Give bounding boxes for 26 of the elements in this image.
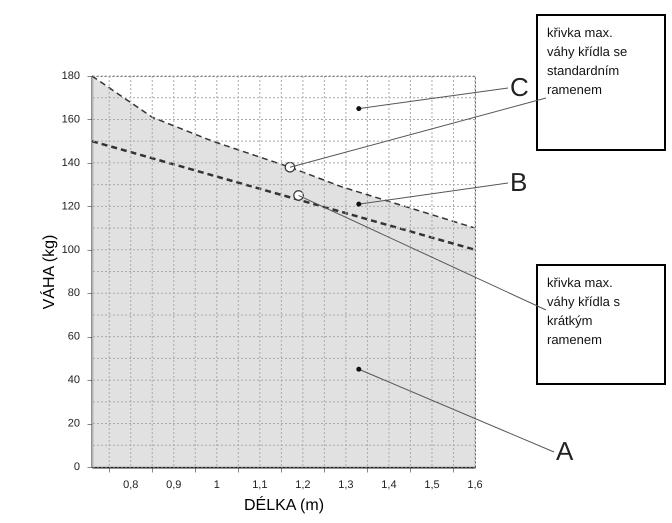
x-tick-label: 1,6	[467, 479, 483, 491]
y-tick-label: 100	[62, 244, 80, 256]
x-axis-title: DÉLKA (m)	[244, 496, 324, 514]
x-tick-label: 1,4	[381, 479, 397, 491]
x-tick-label: 1,1	[252, 479, 268, 491]
x-tick-label: 1,3	[338, 479, 354, 491]
annotation: B	[510, 167, 528, 197]
y-tick-label: 180	[62, 70, 80, 82]
x-tick-label: 1,2	[295, 479, 311, 491]
annotation: C	[510, 72, 529, 102]
y-tick-label: 60	[68, 330, 80, 343]
y-tick-label: 20	[68, 418, 80, 430]
x-tick-label: 1	[214, 479, 220, 491]
y-tick-label: 0	[74, 461, 80, 473]
annotation: křivka max. váhy křídla s krátkým ramenem	[547, 275, 620, 347]
y-axis-title: VÁHA (kg)	[40, 234, 58, 310]
x-tick-label: 0,8	[123, 479, 138, 491]
x-tick-label: 0,9	[166, 479, 182, 491]
x-tick-label: 1,5	[424, 479, 440, 491]
annotation: A	[556, 436, 574, 466]
y-tick-label: 160	[62, 113, 80, 126]
y-tick-label: 140	[62, 156, 80, 169]
annotation: křivka max. váhy křídla se standardním ramenem	[547, 25, 628, 97]
y-tick-label: 40	[68, 374, 80, 386]
y-tick-label: 80	[68, 287, 80, 300]
y-tick-label: 120	[62, 200, 80, 212]
